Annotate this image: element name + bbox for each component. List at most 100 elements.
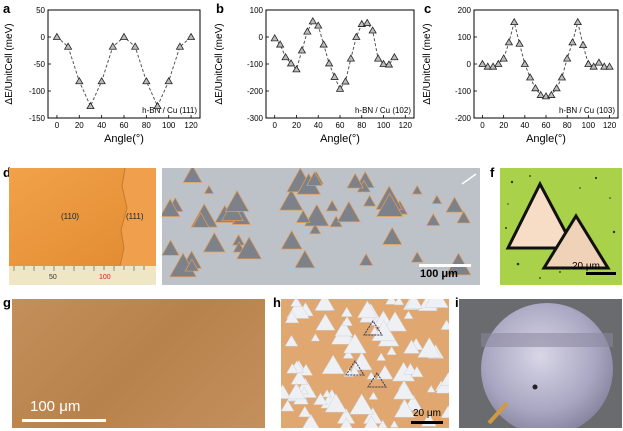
- hbn-domain: [456, 210, 471, 224]
- data-point: [363, 18, 372, 26]
- hbn-domain: [236, 236, 262, 260]
- data-point: [341, 77, 350, 85]
- data-point: [499, 54, 508, 62]
- panel-label-i: i: [455, 295, 459, 310]
- scale-text-f: 20 μm: [572, 261, 600, 272]
- highlight-triangle: [363, 320, 383, 336]
- hbn-domain: [279, 188, 304, 211]
- hbn-domain: [290, 299, 302, 307]
- y-tick-label: -150: [29, 114, 46, 123]
- hbn-domain: [191, 211, 210, 228]
- x-tick-label: 0: [55, 121, 60, 130]
- hbn-domain: [284, 310, 300, 324]
- data-point: [319, 40, 328, 48]
- hbn-domain: [340, 306, 353, 317]
- ruler-ticks: [13, 266, 145, 271]
- hbn-domain: [410, 251, 424, 263]
- y-tick-label: 100: [250, 6, 264, 15]
- hbn-domain: [314, 299, 335, 311]
- hbn-domain: [299, 386, 309, 395]
- chart-b: 0 20 40 60 80 100 120 -300 -200 -100 0 100 Angle(°) Δ…: [214, 6, 415, 145]
- hbn-domain: [298, 405, 312, 418]
- x-tick-label: 80: [142, 121, 151, 130]
- hbn-domain: [304, 203, 330, 227]
- x-tick-label: 0: [272, 121, 277, 130]
- x-tick-label: 40: [314, 121, 323, 130]
- data-point: [292, 65, 301, 73]
- hbn-domain: [403, 362, 418, 375]
- data-point: [600, 62, 609, 70]
- hbn-domain: [393, 299, 405, 306]
- hbn-triangle-small: [541, 213, 611, 270]
- data-point: [483, 62, 492, 70]
- hbn-domain: [440, 371, 449, 386]
- data-point: [119, 32, 129, 40]
- hbn-domain: [389, 420, 399, 428]
- hbn-domain: [376, 364, 394, 380]
- y-tick-label: -100: [247, 60, 264, 69]
- photo-copper-foil: (110) (111) 50 100: [9, 168, 156, 285]
- data-point: [368, 26, 377, 34]
- hbn-domain: [334, 320, 354, 337]
- data-point: [379, 59, 388, 67]
- hbn-domain: [286, 383, 306, 400]
- hbn-domain: [346, 172, 364, 189]
- copper-foil-image: [9, 168, 156, 285]
- hbn-domain: [321, 354, 345, 374]
- panel-label-d: d: [3, 165, 11, 180]
- scale-text-e: 100 μm: [420, 268, 458, 280]
- hbn-domain: [295, 209, 311, 223]
- hbn-domain: [306, 171, 323, 186]
- data-point: [352, 32, 361, 40]
- photo-copper-uniform: 100 μm: [12, 299, 265, 428]
- data-point: [578, 40, 588, 48]
- hbn-domain: [294, 249, 316, 269]
- data-point: [547, 90, 556, 98]
- y-tick-label: 0: [467, 60, 472, 69]
- data-point: [510, 17, 519, 26]
- data-point: [270, 34, 279, 42]
- data-point: [330, 72, 339, 80]
- hbn-domain: [286, 363, 299, 374]
- y-axis-label: ΔE/UnitCell (meV): [4, 23, 15, 104]
- data-point: [562, 54, 572, 62]
- hbn-domain: [411, 184, 423, 195]
- data-point: [346, 54, 356, 62]
- panel-label-h: h: [273, 295, 281, 310]
- highlight-triangle: [367, 372, 387, 388]
- data-point: [297, 46, 307, 54]
- hbn-domain: [325, 199, 339, 212]
- y-tick-label: -200: [247, 87, 264, 96]
- hbn-domain: [382, 226, 403, 245]
- x-tick-label: 100: [582, 121, 596, 130]
- series-line: [56, 36, 192, 108]
- data-point: [584, 59, 593, 67]
- data-point: [63, 42, 73, 50]
- grain-boundary: [119, 168, 128, 267]
- data-point: [536, 90, 545, 98]
- speckles: [505, 175, 616, 279]
- hbn-domain: [376, 352, 386, 361]
- data-point: [589, 62, 598, 70]
- x-axis-label: Angle(°): [104, 133, 144, 145]
- data-point: [142, 76, 151, 85]
- hbn-domain: [440, 319, 449, 330]
- ruler-number-100: 100: [99, 274, 111, 281]
- data-point: [108, 42, 118, 50]
- arrow-shaft: [461, 173, 477, 185]
- hbn-domain: [357, 300, 378, 318]
- panel-label-g: g: [3, 295, 11, 310]
- hbn-domain: [202, 232, 226, 253]
- photo-hbn-optical: 20 μm: [500, 168, 622, 285]
- x-tick-label: 20: [75, 121, 84, 130]
- x-tick-label: 80: [357, 121, 366, 130]
- hbn-domain: [342, 349, 354, 359]
- hbn-domain: [364, 415, 379, 428]
- hbn-domain: [280, 229, 303, 250]
- hbn-domain: [281, 399, 295, 412]
- hbn-domain: [394, 399, 416, 418]
- hbn-triangle-large: [505, 180, 577, 250]
- hbn-domain: [393, 380, 416, 400]
- chart-c: 0 20 40 60 80 100 120 -200 -100 0 100 200 Angle(°) ΔE…: [422, 6, 619, 145]
- hbn-domain: [290, 369, 308, 385]
